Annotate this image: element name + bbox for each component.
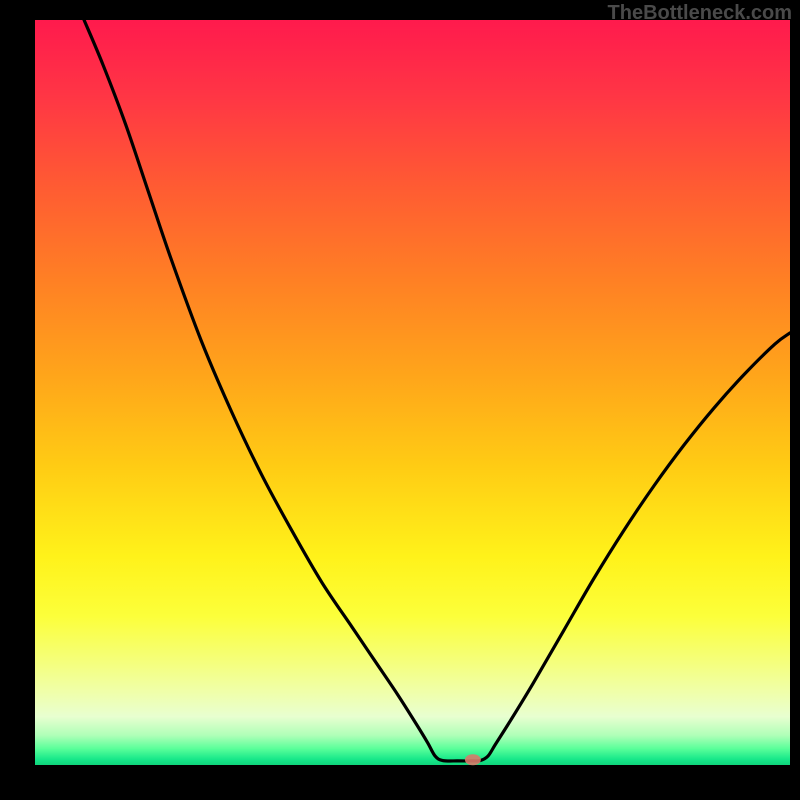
- bottleneck-chart: TheBottleneck.com: [0, 0, 800, 800]
- watermark-text: TheBottleneck.com: [608, 2, 792, 25]
- chart-plot-area: [0, 0, 800, 800]
- optimal-point-marker: [465, 754, 481, 765]
- gradient-background: [35, 20, 790, 765]
